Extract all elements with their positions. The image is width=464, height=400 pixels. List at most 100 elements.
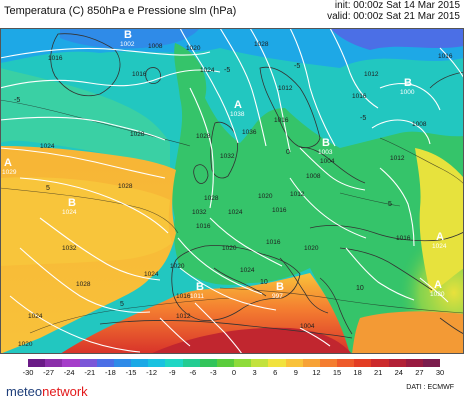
isotherm-label: 0 <box>286 149 290 156</box>
isobar-label: 1016 <box>48 55 63 62</box>
isobar-label: 1020 <box>258 193 273 200</box>
high-pressure-value: 1024 <box>432 243 447 250</box>
isobar-label: 1020 <box>304 245 319 252</box>
colorbar-swatch <box>165 359 183 367</box>
weather-map: 1008 1016 1020 1024 1028 1028 1024 1016 … <box>0 28 464 354</box>
isotherm-label: 10 <box>260 279 268 286</box>
isotherm-label: 10 <box>356 285 364 292</box>
colorbar-swatch <box>79 359 97 367</box>
colorbar-swatch <box>234 359 252 367</box>
colorbar-swatch <box>371 359 389 367</box>
isobar-label: 1024 <box>28 313 43 320</box>
colorbar-swatch <box>131 359 149 367</box>
isobar-label: 1016 <box>438 53 453 60</box>
isobar-label: 1008 <box>412 121 427 128</box>
colorbar-tick-label: -12 <box>146 368 158 377</box>
isobar-label: 1032 <box>220 153 235 160</box>
cold-core-northeast <box>330 28 464 50</box>
colorbar-swatch <box>199 359 217 367</box>
isobar-label: 1024 <box>228 209 243 216</box>
colorbar-swatch <box>28 359 46 367</box>
isotherm-label: 5 <box>120 301 124 308</box>
colorbar-tick-label: 0 <box>231 368 237 377</box>
isobar-label: 1012 <box>290 191 305 198</box>
high-pressure-value: 1038 <box>230 111 245 118</box>
isobar-label: 1012 <box>364 71 379 78</box>
isobar-label: 1016 <box>266 239 281 246</box>
low-pressure-value: 1011 <box>190 293 204 300</box>
isobar-label: 1016 <box>396 235 411 242</box>
isobar-label: 1028 <box>118 183 133 190</box>
valid-time: valid: 00:00z Sat 21 Mar 2015 <box>327 11 460 22</box>
colorbar-tick-label: 15 <box>332 368 342 377</box>
low-pressure-value: 997 <box>272 293 283 300</box>
atlantic-cool-band <box>0 68 170 168</box>
data-credits: DATI : ECMWF <box>406 384 454 391</box>
colorbar-tick-label: -30 <box>22 368 34 377</box>
colorbar-tick-label: 27 <box>415 368 424 377</box>
isobar-label: 1028 <box>204 195 219 202</box>
chart-title: Temperatura (C) 850hPa e Pressione slm (… <box>4 5 237 17</box>
colorbar-swatch <box>405 359 423 367</box>
low-pressure-center: B <box>196 281 204 293</box>
isobar-label: 1004 <box>300 323 315 330</box>
colorbar-tick-label: 24 <box>394 368 403 377</box>
colorbar-swatch <box>62 359 80 367</box>
high-pressure-center: A <box>434 279 442 291</box>
isobar-label: 1016 <box>176 293 191 300</box>
isobar-label: 1028 <box>76 281 91 288</box>
east-yellow-band <box>415 148 464 293</box>
low-pressure-center: B <box>276 281 284 293</box>
isobar-label: 1020 <box>170 263 185 270</box>
colorbar-swatch <box>422 359 441 367</box>
isobars <box>0 28 464 354</box>
isobar-label: 1028 <box>254 41 269 48</box>
colorbar-tick-label: 12 <box>312 368 321 377</box>
isobar-label: 1004 <box>320 158 335 165</box>
colorbar-ticks: -30 -27 -24 -21 -18 -15 -12 -9 -6 -3 0 3 6 9 12 15 18 21 2… <box>23 368 445 378</box>
colorbar-swatch <box>302 359 320 367</box>
isobar-label: 1012 <box>176 313 191 320</box>
temperature-colorbar <box>28 359 441 367</box>
colorbar-tick-label: -6 <box>189 368 197 377</box>
cold-core-greenland <box>60 28 200 49</box>
isotherm-labels: -5 5 -5 0 5 -5 -5 10 5 10 <box>14 63 392 308</box>
high-pressure-center: A <box>4 157 12 169</box>
low-pressure-value: 1024 <box>62 209 77 216</box>
colorbar-swatch <box>285 359 303 367</box>
low-pressure-center: B <box>68 197 76 209</box>
colorbar-tick-label: -15 <box>125 368 137 377</box>
low-pressure-value: 1000 <box>400 89 415 96</box>
isobar-label: 1016 <box>352 93 367 100</box>
isobar-label: 1032 <box>192 209 207 216</box>
atlantic-yellow-strip <box>0 177 172 266</box>
colorbar-swatch <box>45 359 63 367</box>
isobar-label: 1020 <box>18 341 33 348</box>
pressure-centers: B 1002 A 1029 B 1024 A 1038 B 1003 B 100… <box>2 29 447 300</box>
isobar-label: 1016 <box>272 207 287 214</box>
low-pressure-center: B <box>404 77 412 89</box>
isobar-label: 1028 <box>196 133 211 140</box>
colorbar-swatch <box>319 359 338 367</box>
isobar-label: 1032 <box>62 245 77 252</box>
colorbar-tick-label: -24 <box>63 368 75 377</box>
low-pressure-center: B <box>124 29 132 41</box>
isotherm-label: 5 <box>46 185 50 192</box>
isobar-labels: 1008 1016 1020 1024 1028 1028 1024 1016 … <box>18 41 453 348</box>
colorbar-swatch <box>354 359 372 367</box>
isobar-label: 1020 <box>222 245 237 252</box>
colorbar-swatch <box>148 359 166 367</box>
colorbar-tick-label: 3 <box>252 368 257 377</box>
init-time: init: 00:00z Sat 14 Mar 2015 <box>334 0 460 11</box>
colorbar-tick-label: 6 <box>273 368 278 377</box>
isotherm-label: 5 <box>388 201 392 208</box>
logo-network: network <box>42 384 88 399</box>
colorbar-tick-label: 30 <box>435 368 445 377</box>
isobar-label: 1024 <box>144 271 159 278</box>
isobar-label: 1020 <box>186 45 201 52</box>
colorbar-swatch <box>113 359 132 367</box>
colorbar-tick-label: -9 <box>168 368 176 377</box>
isobar-label: 1016 <box>274 117 289 124</box>
colorbar-swatch <box>337 359 355 367</box>
isobar-label: 1028 <box>130 131 145 138</box>
